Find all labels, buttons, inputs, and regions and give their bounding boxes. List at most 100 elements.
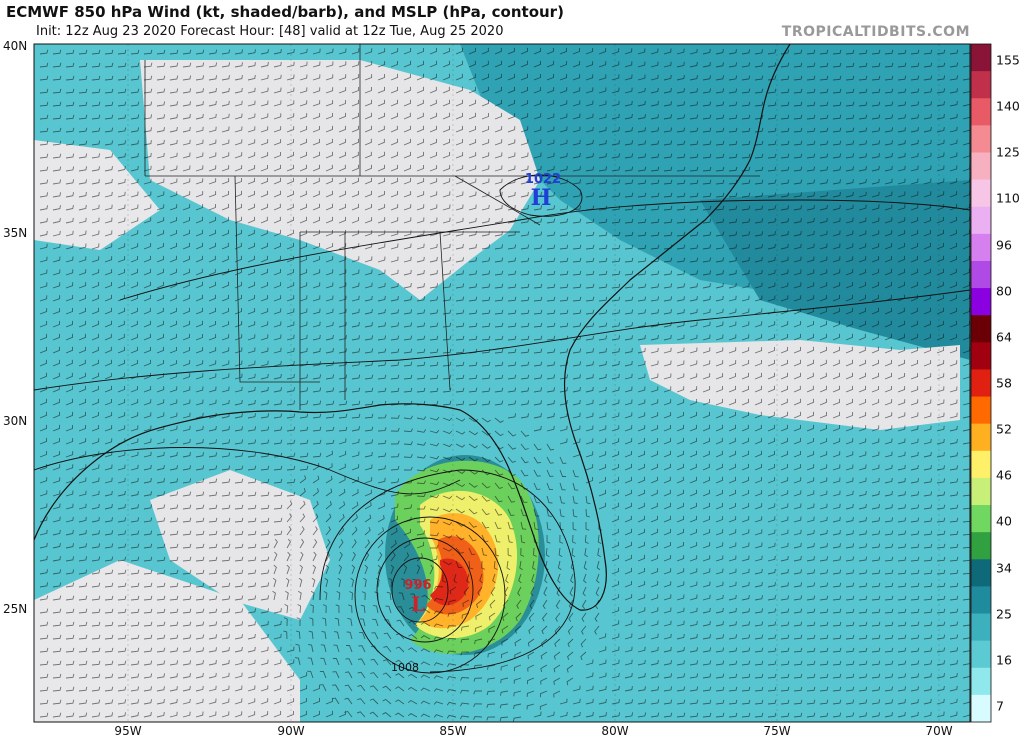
wind-barb	[78, 333, 86, 341]
wind-barb	[52, 256, 61, 263]
wind-barb	[481, 309, 491, 315]
wind-barb	[650, 153, 660, 159]
colorbar-tick-label: 40	[996, 513, 1012, 529]
wind-barb	[559, 139, 568, 146]
wind-barb	[858, 621, 868, 627]
wind-barb	[91, 127, 101, 133]
wind-barb	[502, 612, 509, 622]
wind-barb	[78, 582, 88, 588]
wind-barb	[559, 374, 569, 380]
wind-barb	[513, 690, 522, 697]
wind-barb	[221, 373, 230, 380]
wind-barb	[533, 165, 542, 172]
wind-barb	[312, 48, 321, 55]
wind-barb	[546, 283, 556, 289]
wind-barb	[520, 387, 530, 393]
wind-barb	[546, 113, 555, 120]
wind-barb	[169, 294, 177, 302]
wind-barb	[936, 62, 946, 68]
wind-barb	[624, 476, 632, 484]
wind-barb	[689, 88, 699, 94]
wind-barb	[806, 49, 816, 55]
wind-barb	[364, 138, 372, 146]
wind-barb	[754, 205, 764, 211]
wind-barb	[520, 205, 529, 211]
wind-barb	[481, 387, 491, 393]
wind-barb	[91, 372, 99, 380]
wind-barb	[104, 359, 112, 367]
wind-barb	[182, 204, 191, 211]
wind-barb	[585, 257, 595, 263]
wind-barb	[715, 127, 725, 133]
wind-barb	[442, 400, 452, 406]
wind-barb	[488, 625, 496, 633]
wind-barb	[754, 542, 763, 549]
wind-barb	[286, 465, 296, 471]
wind-barb	[221, 465, 231, 471]
wind-barb	[520, 257, 530, 263]
wind-barb	[429, 361, 439, 367]
wind-barb	[357, 684, 366, 692]
wind-barb	[481, 560, 486, 570]
wind-barb	[546, 412, 555, 419]
wind-barb	[611, 192, 621, 198]
wind-barb	[286, 203, 294, 211]
wind-barb	[286, 646, 295, 653]
wind-barb	[585, 412, 594, 419]
wind-barb	[247, 582, 257, 588]
wind-barb	[390, 217, 399, 224]
wind-barb	[897, 451, 906, 458]
wind-barb	[195, 75, 205, 81]
wind-barb	[182, 165, 191, 172]
wind-barb	[377, 309, 386, 315]
wind-barb	[260, 334, 269, 341]
wind-barb	[819, 425, 827, 432]
wind-barb	[689, 48, 698, 55]
wind-barb	[117, 673, 127, 679]
wind-barb	[923, 139, 932, 146]
wind-barb	[260, 268, 268, 276]
wind-barb	[806, 686, 816, 692]
wind-barb	[663, 399, 672, 406]
wind-barb	[39, 529, 48, 536]
wind-barb	[520, 113, 529, 120]
wind-barb	[501, 651, 509, 659]
wind-barb	[949, 386, 958, 393]
wind-barb	[585, 309, 595, 315]
wind-barb	[442, 456, 453, 461]
wind-barb	[390, 269, 399, 276]
wind-barb	[390, 256, 399, 263]
wind-barb	[416, 335, 426, 341]
wind-barb	[429, 270, 438, 276]
wind-barb	[884, 634, 894, 640]
wind-barb	[897, 372, 906, 380]
wind-barb	[793, 634, 803, 640]
wind-barb	[780, 218, 789, 224]
wind-barb	[858, 556, 868, 562]
wind-barb	[858, 204, 867, 211]
wind-barb	[897, 49, 907, 55]
wind-barb	[390, 151, 398, 159]
wind-barb	[481, 86, 489, 94]
wind-barb	[319, 671, 327, 679]
wind-barb	[117, 425, 126, 432]
wind-barb	[78, 372, 86, 380]
wind-barb	[832, 307, 840, 315]
wind-barb	[182, 504, 192, 510]
wind-barb	[420, 661, 431, 666]
wind-barb	[676, 673, 686, 679]
wind-barb	[754, 647, 764, 653]
wind-barb	[364, 164, 372, 172]
wind-barb	[208, 399, 217, 406]
wind-barb	[260, 659, 269, 666]
wind-barb	[446, 650, 457, 655]
wind-barb	[741, 269, 750, 276]
wind-barb	[910, 191, 919, 198]
wind-barb	[208, 268, 216, 276]
wind-barb	[468, 152, 477, 159]
wind-barb	[546, 139, 555, 146]
wind-barb	[767, 269, 776, 276]
wind-barb	[728, 218, 738, 224]
colorbar	[971, 44, 991, 723]
wind-barb	[429, 494, 440, 499]
